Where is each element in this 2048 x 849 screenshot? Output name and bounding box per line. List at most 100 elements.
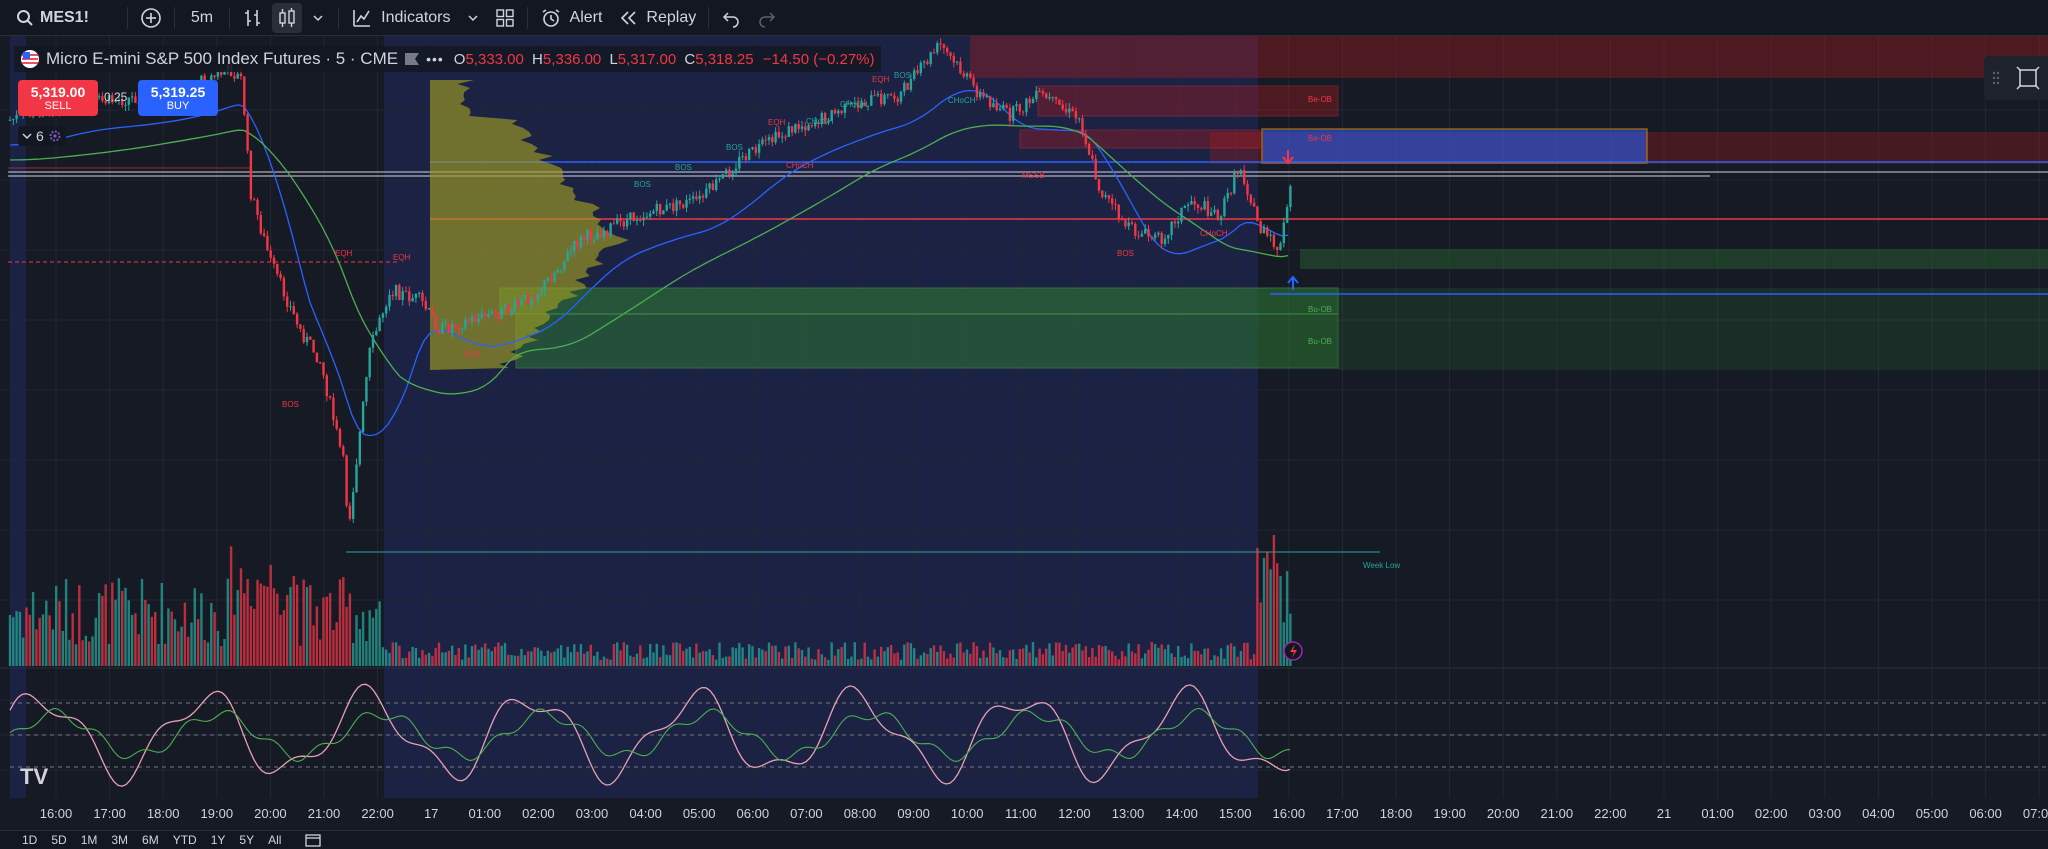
sell-button[interactable]: 5,319.00 SELL: [18, 80, 98, 116]
indicators-button[interactable]: Indicators: [343, 0, 458, 36]
volume-bar: [873, 649, 876, 666]
layouts-button[interactable]: [487, 0, 523, 36]
candle-body: [1167, 235, 1170, 239]
price-chart[interactable]: EQH EQH BOS BOS BOS BOS BOS EQH CHoCH CH…: [0, 36, 2048, 798]
candle-body: [1140, 233, 1144, 237]
close-key: C: [684, 50, 696, 68]
volume-bar: [520, 648, 523, 666]
range-all[interactable]: All: [268, 833, 282, 847]
symbol-search-button[interactable]: MES1!: [0, 0, 97, 36]
candle-body: [526, 295, 530, 305]
indicator-count: 6: [36, 128, 44, 144]
chart-legend[interactable]: Micro E-mini S&P 500 Index Futures · 5 ·…: [14, 46, 881, 72]
fullscreen-icon[interactable]: [2016, 66, 2040, 90]
candle-body: [371, 335, 375, 348]
volume-bar: [1054, 642, 1058, 666]
candle-body: [1150, 236, 1153, 239]
candle-body: [579, 235, 583, 248]
volume-bar: [1289, 613, 1292, 666]
volume-bar: [850, 656, 853, 666]
volume-bar: [1249, 659, 1252, 666]
volume-bar: [1236, 656, 1239, 666]
candle-body: [843, 103, 847, 113]
candle-body: [1262, 227, 1266, 234]
indicators-dropdown[interactable]: [459, 0, 487, 36]
candle-body: [444, 322, 447, 324]
candle-body: [1028, 98, 1031, 104]
candle-body: [800, 126, 804, 129]
range-1d[interactable]: 1D: [22, 833, 38, 847]
eqh-label: EQH: [768, 118, 786, 127]
candle-body: [352, 492, 355, 519]
candle-body: [810, 125, 814, 127]
more-icon[interactable]: •••: [426, 51, 444, 67]
range-5y[interactable]: 5Y: [239, 833, 255, 847]
range-5d[interactable]: 5D: [51, 833, 67, 847]
time-tick-label: 09:00: [897, 806, 930, 821]
divider: [708, 6, 710, 29]
candles-style-button[interactable]: [272, 2, 303, 33]
calendar-icon[interactable]: [305, 833, 322, 847]
low-value: 5,317.00: [617, 50, 677, 68]
undo-button[interactable]: [713, 0, 749, 36]
time-tick-label: 22:00: [1594, 806, 1627, 821]
candle-body: [1170, 221, 1173, 236]
time-tick-label: 16:00: [39, 806, 73, 821]
candle-body: [533, 298, 536, 301]
volume-bar: [1012, 649, 1015, 666]
replay-button[interactable]: Replay: [610, 0, 704, 36]
volume-bar: [530, 651, 533, 666]
lightning-icon[interactable]: [1283, 641, 1303, 661]
time-tick-label: 02:00: [522, 806, 555, 821]
candle-body: [1239, 170, 1243, 175]
volume-bar: [12, 617, 15, 666]
alert-button[interactable]: Alert: [532, 0, 611, 36]
volume-bar: [233, 614, 236, 666]
compare-add-button[interactable]: [132, 0, 170, 36]
range-ytd[interactable]: YTD: [172, 833, 197, 847]
volume-bar: [74, 644, 78, 666]
volume-bar: [154, 612, 157, 666]
volume-bar: [1269, 569, 1272, 666]
volume-bar: [335, 622, 338, 666]
volume-bar: [130, 614, 134, 666]
candle-body: [134, 96, 137, 103]
candle-body: [903, 83, 906, 92]
range-3m[interactable]: 3M: [111, 833, 129, 847]
volume-bar: [1061, 651, 1064, 666]
range-1y[interactable]: 1Y: [210, 833, 226, 847]
indicators-collapse-toggle[interactable]: 6: [18, 126, 66, 146]
volume-bar: [424, 654, 427, 666]
volume-bar: [639, 645, 642, 666]
volume-bar: [1223, 658, 1226, 666]
candle-body: [295, 313, 299, 325]
range-1m[interactable]: 1M: [80, 833, 98, 847]
gear-icon[interactable]: [48, 129, 62, 143]
bar-style-button[interactable]: [234, 0, 272, 36]
range-6m[interactable]: 6M: [142, 833, 159, 847]
candle-body: [880, 93, 883, 105]
candle-body: [708, 183, 711, 189]
volume-bar: [609, 659, 612, 666]
interval-button[interactable]: 5m: [190, 8, 214, 26]
volume-bar: [672, 642, 675, 666]
candle-body: [385, 306, 388, 314]
buy-button[interactable]: 5,319.25 BUY: [138, 80, 218, 116]
time-axis[interactable]: 16:00 17:00 18:00 19:00 20:00 21:00 22:00 17 01:…: [0, 798, 2048, 830]
volume-bar: [150, 616, 154, 666]
candle-body: [101, 96, 104, 101]
candle-body: [418, 292, 421, 294]
candle-body: [668, 203, 672, 205]
candle-body: [282, 278, 286, 297]
chart-type-dropdown[interactable]: [302, 0, 334, 36]
tradingview-logo[interactable]: TV: [20, 764, 49, 789]
volume-bar: [299, 645, 302, 666]
flag-icon[interactable]: [404, 52, 420, 66]
volume-bar: [767, 642, 771, 666]
redo-button[interactable]: [749, 0, 785, 36]
volume-bar: [731, 647, 734, 666]
volume-bar: [883, 651, 886, 666]
drag-handle-icon[interactable]: [1992, 70, 2000, 86]
candle-body: [259, 215, 262, 234]
candle-body: [358, 431, 361, 465]
